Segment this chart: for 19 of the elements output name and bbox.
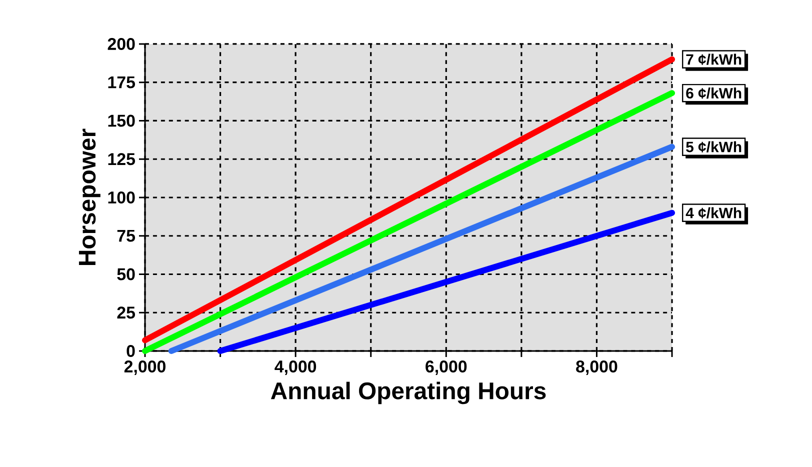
x-tick-label: 4,000 (274, 360, 316, 375)
y-tick-label: 50 (117, 268, 135, 280)
y-tick-label: 175 (108, 76, 136, 88)
y-tick-label: 25 (117, 306, 136, 319)
y-tick-label: 75 (117, 230, 136, 242)
series-label: 4 ¢/kWh (686, 207, 742, 218)
series-label: 5 ¢/kWh (686, 141, 742, 152)
y-tick-label: 200 (108, 38, 135, 50)
x-tick-label: 8,000 (576, 360, 618, 375)
series-label: 7 ¢/kWh (686, 54, 742, 65)
y-tick-label: 100 (108, 191, 135, 204)
y-tick-label: 125 (108, 153, 136, 166)
series-label: 6 ¢/kWh (686, 88, 742, 99)
x-tick-label: 2,000 (124, 360, 166, 375)
y-axis-title: Horsepower (78, 128, 100, 265)
y-tick-label: 0 (126, 344, 135, 357)
x-axis-title: Annual Operating Hours (270, 382, 546, 404)
x-tick-label: 6,000 (426, 360, 467, 375)
y-tick-label: 150 (108, 114, 135, 127)
